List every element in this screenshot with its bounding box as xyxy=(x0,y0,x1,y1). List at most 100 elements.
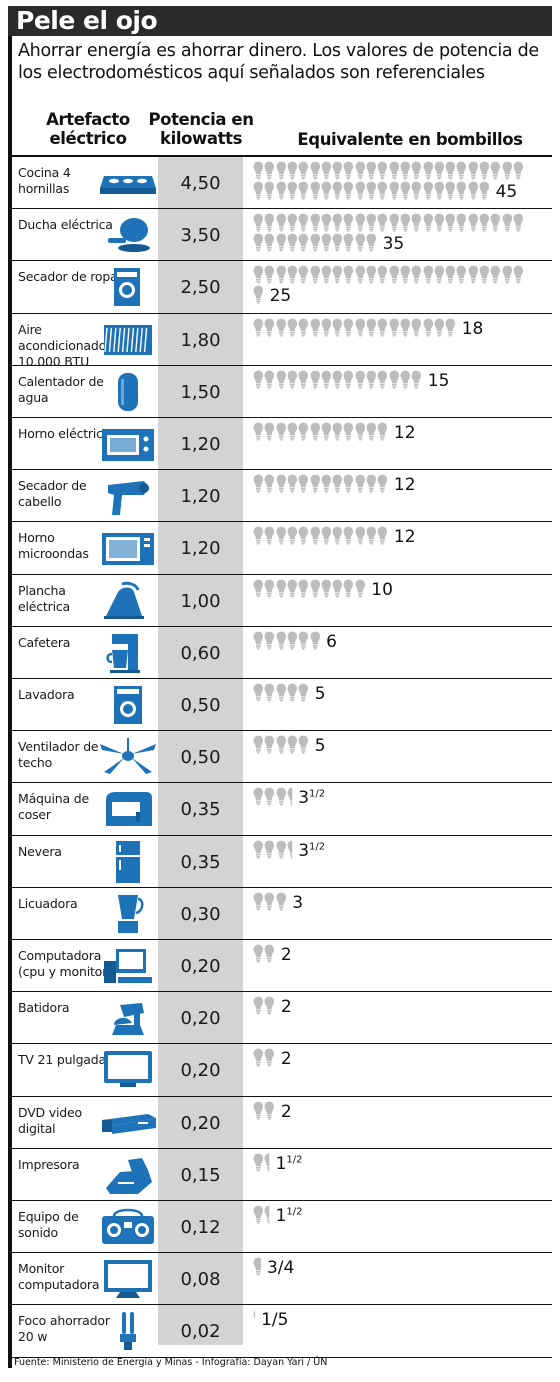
bulb-icon xyxy=(310,370,321,389)
bulb-count-value: 15 xyxy=(427,370,450,391)
power-value: 1,20 xyxy=(180,538,221,560)
table-row: Secador de ropa 2,50 xyxy=(12,261,552,314)
bulb-icon xyxy=(253,526,264,545)
bulb-icon xyxy=(298,370,309,389)
bulb-count-label: 18 xyxy=(462,319,484,339)
bulb-icon xyxy=(456,213,467,232)
bulb-icon xyxy=(287,161,298,180)
bulb-icon xyxy=(502,161,513,180)
bulb-icon xyxy=(456,265,467,284)
bulb-icon xyxy=(355,181,366,200)
bulb-bar xyxy=(253,631,543,677)
bulb-icon xyxy=(264,944,275,963)
appliance-label: Computadora (cpu y monitor) xyxy=(18,948,112,979)
bulb-icon xyxy=(298,579,309,598)
bulb-icon xyxy=(287,265,298,284)
bulb-icon xyxy=(366,265,377,284)
bulb-icon xyxy=(343,422,354,441)
bulb-icon xyxy=(287,474,298,493)
bulb-count-label: 2 xyxy=(281,1049,292,1069)
appliance-label: Batidora xyxy=(18,1000,70,1016)
bulb-icon xyxy=(276,526,287,545)
bulb-count-label: 1/5 xyxy=(261,1310,288,1330)
bulb-icon xyxy=(355,161,366,180)
bulb-icon xyxy=(310,161,321,180)
header-power: Potencia en kilowatts xyxy=(148,110,254,148)
header-equivalent: Equivalente en bombillos xyxy=(297,130,523,149)
bulb-icon xyxy=(366,181,377,200)
bulb-icon xyxy=(287,422,298,441)
table-row: Equipo de sonido 0,12 11/2 xyxy=(12,1201,552,1254)
bulb-bar xyxy=(253,683,543,729)
bulb-icon xyxy=(366,526,377,545)
bulb-icon xyxy=(276,892,287,911)
bulb-count-label: 31/2 xyxy=(298,788,325,808)
bulb-icon xyxy=(287,526,298,545)
bulb-icon xyxy=(343,213,354,232)
bulb-bar xyxy=(253,735,543,781)
bulb-icon xyxy=(445,161,456,180)
appliance-label: Ducha eléctrica xyxy=(18,217,113,233)
bulb-icon xyxy=(513,213,524,232)
bulb-icon xyxy=(343,579,354,598)
table-row: Nevera 0,35 31/2 xyxy=(12,836,552,888)
bulb-icon xyxy=(343,370,354,389)
table-row: Horno microondas 1,20 12 xyxy=(12,522,552,575)
bulb-icon xyxy=(253,181,264,200)
power-value: 2,50 xyxy=(180,277,221,299)
bulb-count-label: 11/2 xyxy=(276,1206,303,1226)
table-row: Ventilador de techo 0,50 5 xyxy=(12,731,552,784)
bulb-icon xyxy=(377,474,388,493)
bulb-icon xyxy=(343,265,354,284)
bulb-icon xyxy=(276,474,287,493)
bulb-icon xyxy=(298,474,309,493)
bulb-icon xyxy=(400,213,411,232)
bulb-bar xyxy=(253,944,543,990)
appliance-label: Licuadora xyxy=(18,895,78,911)
bulb-icon xyxy=(253,318,264,337)
table-row: Horno eléctrico 1,20 12 xyxy=(12,418,552,471)
bulb-count-fraction: 1/2 xyxy=(286,1154,303,1166)
table-row: TV 21 pulgadas 0,20 2 xyxy=(12,1044,552,1097)
air-conditioner-icon xyxy=(98,317,158,363)
header-appliance: Artefacto eléctrico xyxy=(46,110,130,148)
bulb-count-label: 5 xyxy=(315,684,326,704)
bulb-count-value: 1 xyxy=(275,1153,287,1174)
bulb-count-value: 3 xyxy=(298,788,310,809)
bulb-count-value: 10 xyxy=(371,579,393,600)
bulb-icon xyxy=(264,181,275,200)
bulb-icon xyxy=(400,370,411,389)
bulb-icon xyxy=(411,370,422,389)
power-value: 0,12 xyxy=(180,1217,221,1238)
bulb-icon xyxy=(355,265,366,284)
appliance-label: Secador de ropa xyxy=(18,269,118,285)
bulb-icon xyxy=(276,787,287,806)
bulb-bar xyxy=(253,579,543,625)
bulb-icon xyxy=(377,370,388,389)
appliance-label: TV 21 pulgadas xyxy=(18,1052,113,1068)
bulb-icon xyxy=(366,370,377,389)
bulb-icon xyxy=(264,318,275,337)
bulb-count-label: 6 xyxy=(326,632,337,652)
bulb-count-label: 15 xyxy=(428,371,450,391)
appliance-label: Máquina de coser xyxy=(18,791,89,823)
bulb-icon xyxy=(389,370,400,389)
bulb-icon xyxy=(377,181,388,200)
bulb-icon xyxy=(377,213,388,232)
bulb-icon xyxy=(287,233,298,252)
bulb-count-label: 12 xyxy=(394,475,416,495)
bulb-count-value: 6 xyxy=(326,631,337,652)
bulb-icon xyxy=(298,735,309,754)
ceiling-fan-icon xyxy=(98,734,158,780)
bulb-count-label: 10 xyxy=(371,580,393,600)
bulb-count-value: 35 xyxy=(382,234,405,255)
bulb-icon xyxy=(377,265,388,284)
bulb-icon xyxy=(298,213,309,232)
bulb-icon xyxy=(253,1205,264,1224)
table-row: Licuadora 0,30 3 xyxy=(12,888,552,940)
bulb-icon xyxy=(411,161,422,180)
bulb-icon xyxy=(276,213,287,232)
bulb-icon xyxy=(513,161,524,180)
iron-icon xyxy=(98,578,158,624)
bulb-icon xyxy=(366,474,377,493)
